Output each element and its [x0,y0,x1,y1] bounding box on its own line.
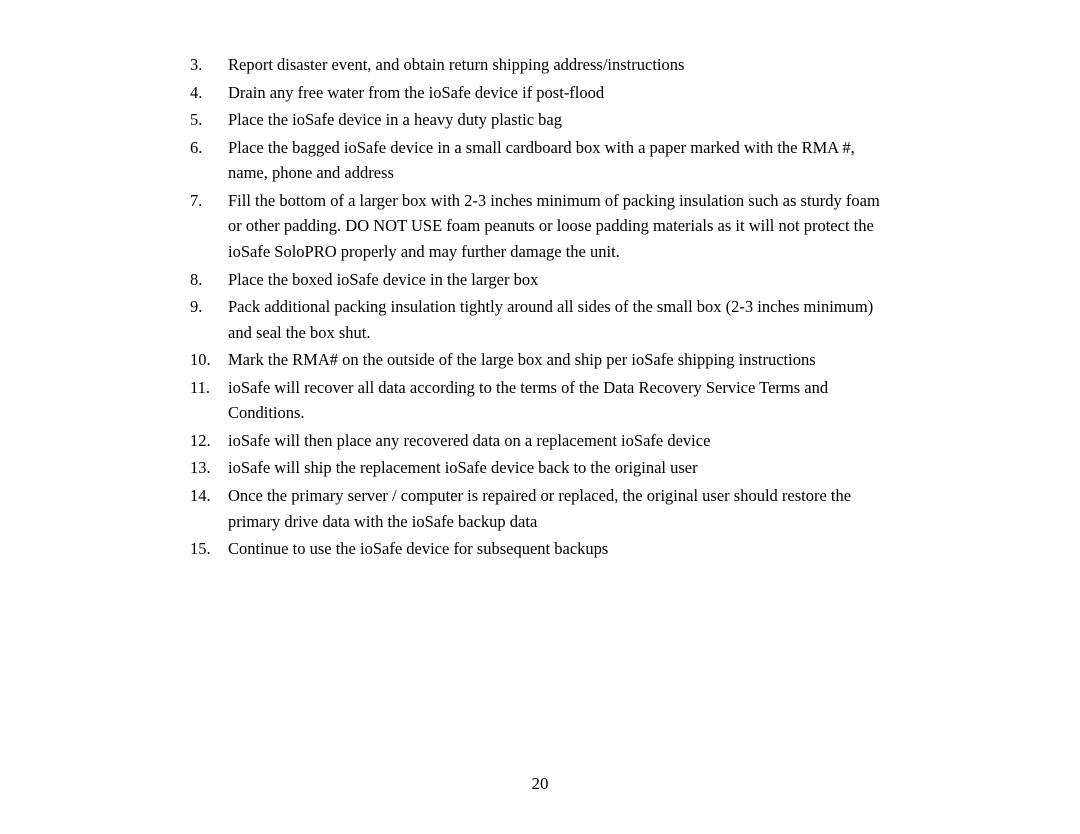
page-number: 20 [0,774,1080,794]
list-text: Drain any free water from the ioSafe dev… [228,80,890,106]
list-number: 7. [190,188,228,265]
list-item: 4. Drain any free water from the ioSafe … [190,80,890,106]
list-number: 3. [190,52,228,78]
list-number: 8. [190,267,228,293]
list-item: 8. Place the boxed ioSafe device in the … [190,267,890,293]
list-text: Once the primary server / computer is re… [228,483,890,534]
list-item: 5. Place the ioSafe device in a heavy du… [190,107,890,133]
list-item: 10. Mark the RMA# on the outside of the … [190,347,890,373]
list-number: 5. [190,107,228,133]
list-text: Fill the bottom of a larger box with 2-3… [228,188,890,265]
list-text: ioSafe will then place any recovered dat… [228,428,890,454]
list-item: 12. ioSafe will then place any recovered… [190,428,890,454]
list-number: 11. [190,375,228,426]
ordered-list: 3. Report disaster event, and obtain ret… [190,52,890,562]
list-number: 6. [190,135,228,186]
list-item: 14. Once the primary server / computer i… [190,483,890,534]
list-text: Mark the RMA# on the outside of the larg… [228,347,890,373]
list-text: Place the ioSafe device in a heavy duty … [228,107,890,133]
list-text: Report disaster event, and obtain return… [228,52,890,78]
list-text: Place the bagged ioSafe device in a smal… [228,135,890,186]
list-item: 3. Report disaster event, and obtain ret… [190,52,890,78]
list-number: 10. [190,347,228,373]
list-item: 11. ioSafe will recover all data accordi… [190,375,890,426]
list-number: 15. [190,536,228,562]
list-text: Pack additional packing insulation tight… [228,294,890,345]
list-text: Place the boxed ioSafe device in the lar… [228,267,890,293]
list-item: 7. Fill the bottom of a larger box with … [190,188,890,265]
list-item: 9. Pack additional packing insulation ti… [190,294,890,345]
page-content: 3. Report disaster event, and obtain ret… [0,0,1080,562]
list-number: 4. [190,80,228,106]
list-text: Continue to use the ioSafe device for su… [228,536,890,562]
list-item: 13. ioSafe will ship the replacement ioS… [190,455,890,481]
list-item: 15. Continue to use the ioSafe device fo… [190,536,890,562]
list-item: 6. Place the bagged ioSafe device in a s… [190,135,890,186]
list-number: 13. [190,455,228,481]
list-text: ioSafe will ship the replacement ioSafe … [228,455,890,481]
list-number: 12. [190,428,228,454]
list-number: 14. [190,483,228,534]
list-number: 9. [190,294,228,345]
list-text: ioSafe will recover all data according t… [228,375,890,426]
